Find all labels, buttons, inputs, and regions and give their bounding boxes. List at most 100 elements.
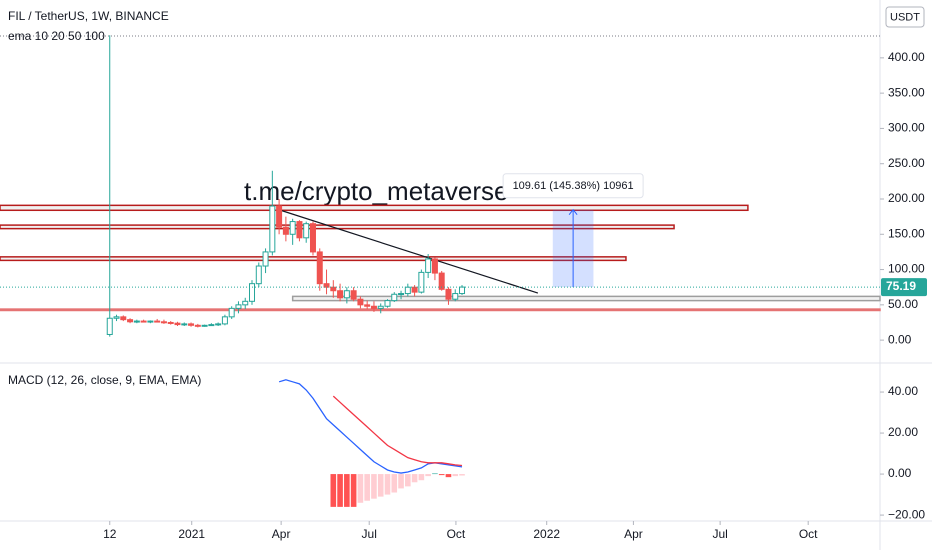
currency[interactable]: USDT — [890, 11, 920, 23]
candle-body — [411, 286, 418, 293]
candle-body — [303, 223, 310, 239]
histogram-bar — [344, 474, 350, 507]
candle-body — [188, 323, 195, 326]
y-tick-label: 40.00 — [888, 384, 918, 398]
candle-body — [337, 290, 344, 299]
candle-body — [418, 271, 425, 293]
candle-body — [174, 322, 181, 326]
candle-body — [140, 320, 147, 323]
candle-body — [425, 258, 432, 273]
last-price-box — [881, 278, 927, 297]
histogram-bar — [398, 474, 404, 489]
candle-body — [133, 320, 140, 323]
indicator-label: ema 10 20 50 100 — [8, 29, 105, 43]
histogram-bar — [432, 473, 438, 475]
y-tick-label: 400.00 — [888, 50, 925, 64]
measure-label: 109.61 (145.38%) 10961 — [513, 180, 634, 192]
currency-button[interactable] — [885, 6, 925, 28]
x-tick-label: 12 — [103, 527, 117, 541]
x-tick-label: Oct — [799, 527, 818, 541]
measure-arrowhead — [568, 208, 578, 216]
measure-label-box — [502, 173, 644, 199]
candle-body — [221, 316, 228, 325]
histogram-bar — [371, 474, 377, 499]
candle-body — [364, 304, 371, 307]
candle-body — [370, 305, 377, 309]
candle-body — [357, 298, 364, 306]
y-tick-label: 50.00 — [888, 297, 918, 311]
candle-body — [445, 288, 452, 300]
candle-body — [343, 290, 350, 299]
x-tick-label: Oct — [447, 527, 466, 541]
candle-body — [377, 305, 384, 309]
histogram-bar — [377, 474, 384, 497]
y-tick-label: 250.00 — [888, 156, 925, 170]
y-tick-label: 350.00 — [888, 85, 925, 99]
candle-body — [106, 317, 113, 335]
x-tick-label: 2022 — [533, 527, 560, 541]
candle-body — [391, 293, 398, 302]
candle-body — [208, 324, 215, 327]
x-tick-label: Apr — [624, 527, 643, 541]
candle-body — [269, 205, 276, 253]
y-tick-label: 20.00 — [888, 425, 918, 439]
candle-body — [228, 307, 235, 318]
annotation: t.me/crypto_metaverse — [244, 176, 508, 206]
candle-body — [282, 226, 289, 235]
y-tick-label: 0.00 — [888, 332, 912, 346]
candle-body — [316, 251, 323, 285]
chart-title: FIL / TetherUS, 1W, BINANCE — [8, 9, 169, 23]
histogram-bar — [405, 474, 411, 487]
candle-body — [398, 293, 405, 296]
x-tick-label: 2021 — [178, 527, 205, 541]
candle-body — [160, 321, 167, 324]
x-tick-label: Apr — [272, 527, 291, 541]
y-tick-label: 100.00 — [888, 262, 925, 276]
candle-body — [120, 316, 127, 321]
y-tick-label: 300.00 — [888, 121, 925, 135]
candle-body — [215, 323, 222, 326]
candle-body — [438, 272, 445, 290]
candle-body — [330, 286, 337, 292]
histogram-bar — [357, 474, 364, 503]
histogram-bar — [425, 474, 431, 477]
level-band — [0, 256, 627, 262]
candle-body — [181, 323, 188, 326]
candle-body — [167, 321, 174, 324]
candle-body — [404, 286, 411, 295]
candle-body — [350, 290, 357, 300]
y-tick-label: −20.00 — [888, 507, 925, 521]
candle-body — [323, 283, 330, 288]
x-tick-label: Jul — [712, 527, 727, 541]
level-band — [0, 308, 881, 312]
candle-body — [309, 223, 316, 253]
histogram-bar — [384, 474, 391, 495]
candle-body — [147, 320, 154, 323]
candle-body — [459, 286, 466, 295]
histogram-bar — [459, 474, 465, 476]
macd-line — [332, 395, 463, 467]
candle-body — [113, 316, 120, 319]
candle-body — [255, 265, 262, 285]
y-tick-label: 0.00 — [888, 466, 912, 480]
candle-body — [235, 304, 242, 309]
histogram-bar — [391, 474, 398, 493]
histogram-bar — [452, 474, 459, 477]
candle-body — [384, 300, 391, 307]
candle-body — [201, 324, 208, 327]
candle-body — [452, 293, 459, 300]
candle-body — [276, 205, 283, 228]
histogram-bar — [438, 474, 445, 476]
histogram-bar — [337, 474, 343, 507]
histogram-bar — [330, 474, 337, 507]
macd-title: MACD (12, 26, close, 9, EMA, EMA) — [8, 373, 201, 387]
candle-body — [127, 319, 134, 323]
histogram-bar — [445, 474, 452, 478]
candle-body — [431, 258, 438, 274]
histogram-bar — [350, 474, 357, 507]
candle-body — [289, 221, 296, 235]
y-tick-label: 150.00 — [888, 226, 925, 240]
histogram-bar — [411, 474, 418, 483]
candle-body — [194, 324, 201, 327]
